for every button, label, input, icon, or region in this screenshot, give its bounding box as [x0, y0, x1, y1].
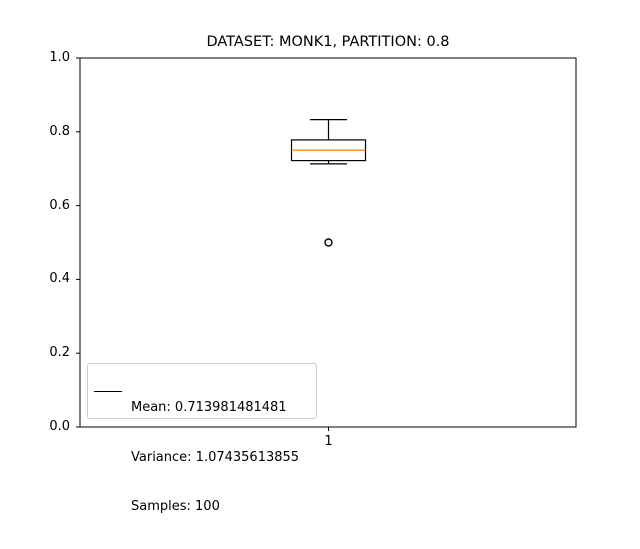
legend-line-marker: [94, 391, 122, 392]
y-tick-label-0: 0.0: [49, 419, 70, 434]
legend-text: Mean: 0.713981481481 Variance: 1.0743561…: [131, 367, 299, 549]
y-tick-label-4: 0.8: [49, 123, 70, 139]
y-tick-label-3: 0.6: [49, 197, 70, 213]
x-tick-label-0: 1: [324, 434, 333, 449]
chart-legend: Mean: 0.713981481481 Variance: 1.0743561…: [87, 363, 317, 514]
y-tick-label-2: 0.4: [49, 271, 70, 287]
legend-mean: Mean: 0.713981481481: [131, 400, 287, 415]
chart-plot: [76, 57, 577, 431]
y-tick-label-1: 0.2: [49, 345, 70, 361]
chart-figure: DATASET: MONK1, PARTITION: 0.8 Mean: 0.7…: [49, 34, 577, 514]
y-tick-label-5: 1.0: [49, 50, 70, 65]
legend-samples: Samples: 100: [131, 499, 220, 514]
chart-title: DATASET: MONK1, PARTITION: 0.8: [206, 34, 450, 50]
legend-variance: Variance: 1.07435613855: [131, 449, 300, 465]
outlier-point-0: [324, 238, 333, 247]
